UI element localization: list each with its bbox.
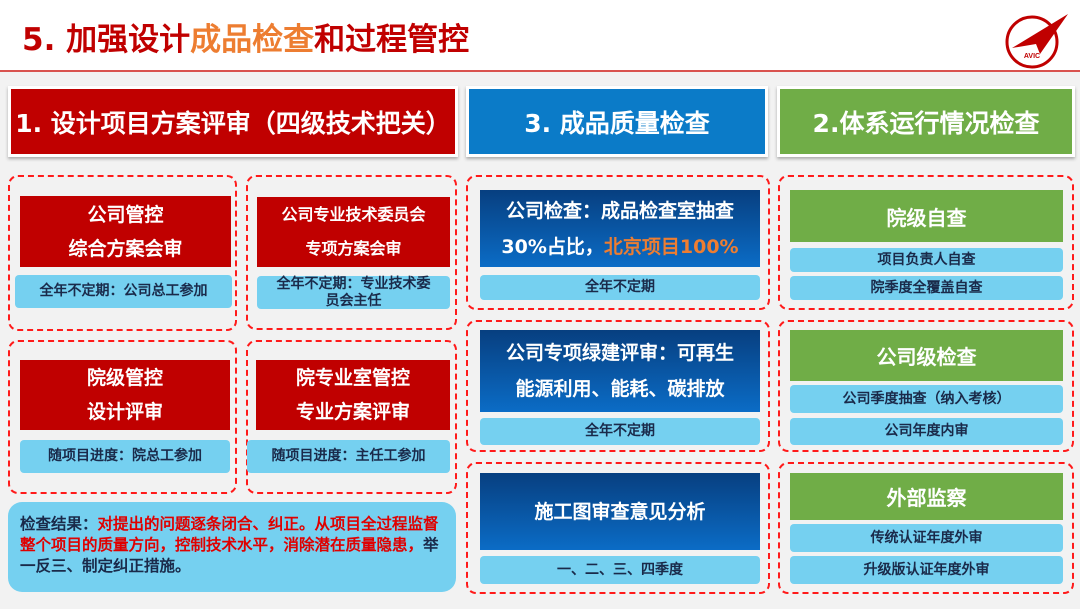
column-header-quality-check: 3. 成品质量检查: [466, 86, 768, 157]
check-result-box: 检查结果：对提出的问题逐条闭合、纠正。从项目全过程监督整个项目的质量方向，控制技…: [8, 502, 456, 592]
review-title: 院级管控 设计评审: [20, 360, 230, 430]
review-title: 公司管控 综合方案会审: [20, 196, 231, 267]
system-title: 院级自查: [790, 190, 1063, 242]
svg-text:AVIC: AVIC: [1024, 53, 1040, 60]
title-suffix: 和过程管控: [314, 22, 470, 58]
quality-card: [466, 320, 770, 452]
column-header-system-check: 2.体系运行情况检查: [777, 86, 1075, 157]
title-prefix: 5. 加强设计: [22, 22, 191, 58]
avic-logo-icon: AVIC: [1005, 14, 1068, 69]
system-item: 公司季度抽查（纳入考核）: [790, 385, 1063, 413]
quality-title: 施工图审查意见分析: [480, 473, 760, 550]
system-item: 公司年度内审: [790, 418, 1063, 445]
review-title: 公司专业技术委员会 专项方案会审: [257, 197, 450, 267]
page-title: 5. 加强设计成品检查和过程管控: [22, 14, 469, 59]
review-card: [8, 175, 237, 331]
review-note: 随项目进度：院总工参加: [20, 440, 230, 473]
review-card: [246, 175, 457, 330]
system-item: 升级版认证年度外审: [790, 556, 1063, 584]
system-item: 项目负责人自查: [790, 248, 1063, 272]
quality-card: [466, 175, 770, 310]
system-card: [778, 175, 1074, 310]
review-note: 全年不定期：专业技术委员会主任: [257, 276, 450, 309]
quality-title: 公司检查：成品检查室抽查 30%占比，北京项目100%: [480, 190, 760, 267]
review-card: [8, 340, 237, 494]
quality-note: 一、二、三、四季度: [480, 556, 760, 584]
system-card: [778, 320, 1074, 452]
review-title: 院专业室管控 专业方案评审: [256, 360, 450, 430]
title-highlight: 成品检查: [190, 22, 315, 58]
quality-title: 公司专项绿建评审：可再生 能源利用、能耗、碳排放: [480, 330, 760, 412]
column-header-design-review: 1. 设计项目方案评审（四级技术把关）: [8, 86, 458, 157]
system-title: 公司级检查: [790, 330, 1063, 381]
quality-note: 全年不定期: [480, 275, 760, 300]
header-bar: [0, 0, 1080, 72]
system-title: 外部监察: [790, 473, 1063, 520]
review-note: 随项目进度：主任工参加: [247, 440, 450, 473]
system-item: 传统认证年度外审: [790, 524, 1063, 552]
system-card: [778, 462, 1074, 594]
quality-card: [466, 462, 770, 594]
quality-note: 全年不定期: [480, 418, 760, 445]
review-card: [246, 340, 457, 494]
review-note: 全年不定期：公司总工参加: [15, 275, 232, 308]
system-item: 院季度全覆盖自查: [790, 276, 1063, 300]
